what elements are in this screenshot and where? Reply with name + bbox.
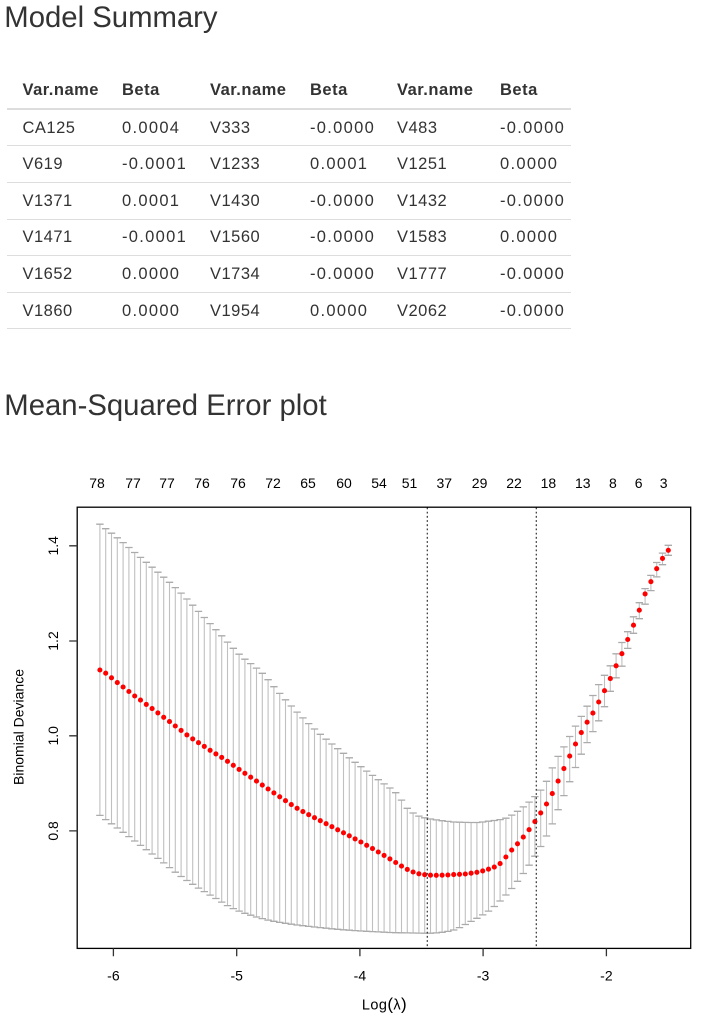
svg-text:-3: -3 <box>477 967 490 983</box>
svg-text:51: 51 <box>402 475 418 491</box>
svg-text:76: 76 <box>194 475 210 491</box>
svg-text:1.4: 1.4 <box>45 536 61 556</box>
svg-text:18: 18 <box>541 475 557 491</box>
svg-text:1.0: 1.0 <box>45 726 61 746</box>
svg-text:72: 72 <box>265 475 281 491</box>
svg-text:Log(λ): Log(λ) <box>362 995 407 1014</box>
svg-text:76: 76 <box>230 475 246 491</box>
svg-text:8: 8 <box>609 475 617 491</box>
svg-text:77: 77 <box>159 475 175 491</box>
svg-text:3: 3 <box>660 475 668 491</box>
svg-text:37: 37 <box>437 475 453 491</box>
svg-text:6: 6 <box>635 475 643 491</box>
svg-text:65: 65 <box>300 475 316 491</box>
svg-text:78: 78 <box>89 475 105 491</box>
svg-text:0.8: 0.8 <box>45 821 61 841</box>
svg-text:77: 77 <box>125 475 141 491</box>
svg-text:-2: -2 <box>600 967 613 983</box>
svg-text:54: 54 <box>371 475 387 491</box>
svg-text:29: 29 <box>472 475 488 491</box>
svg-text:Binomial Deviance: Binomial Deviance <box>11 669 27 785</box>
svg-text:13: 13 <box>575 475 591 491</box>
svg-text:-5: -5 <box>230 967 243 983</box>
svg-text:-4: -4 <box>354 967 367 983</box>
svg-text:60: 60 <box>336 475 352 491</box>
svg-text:1.2: 1.2 <box>45 631 61 651</box>
svg-text:22: 22 <box>506 475 522 491</box>
svg-text:-6: -6 <box>107 967 120 983</box>
